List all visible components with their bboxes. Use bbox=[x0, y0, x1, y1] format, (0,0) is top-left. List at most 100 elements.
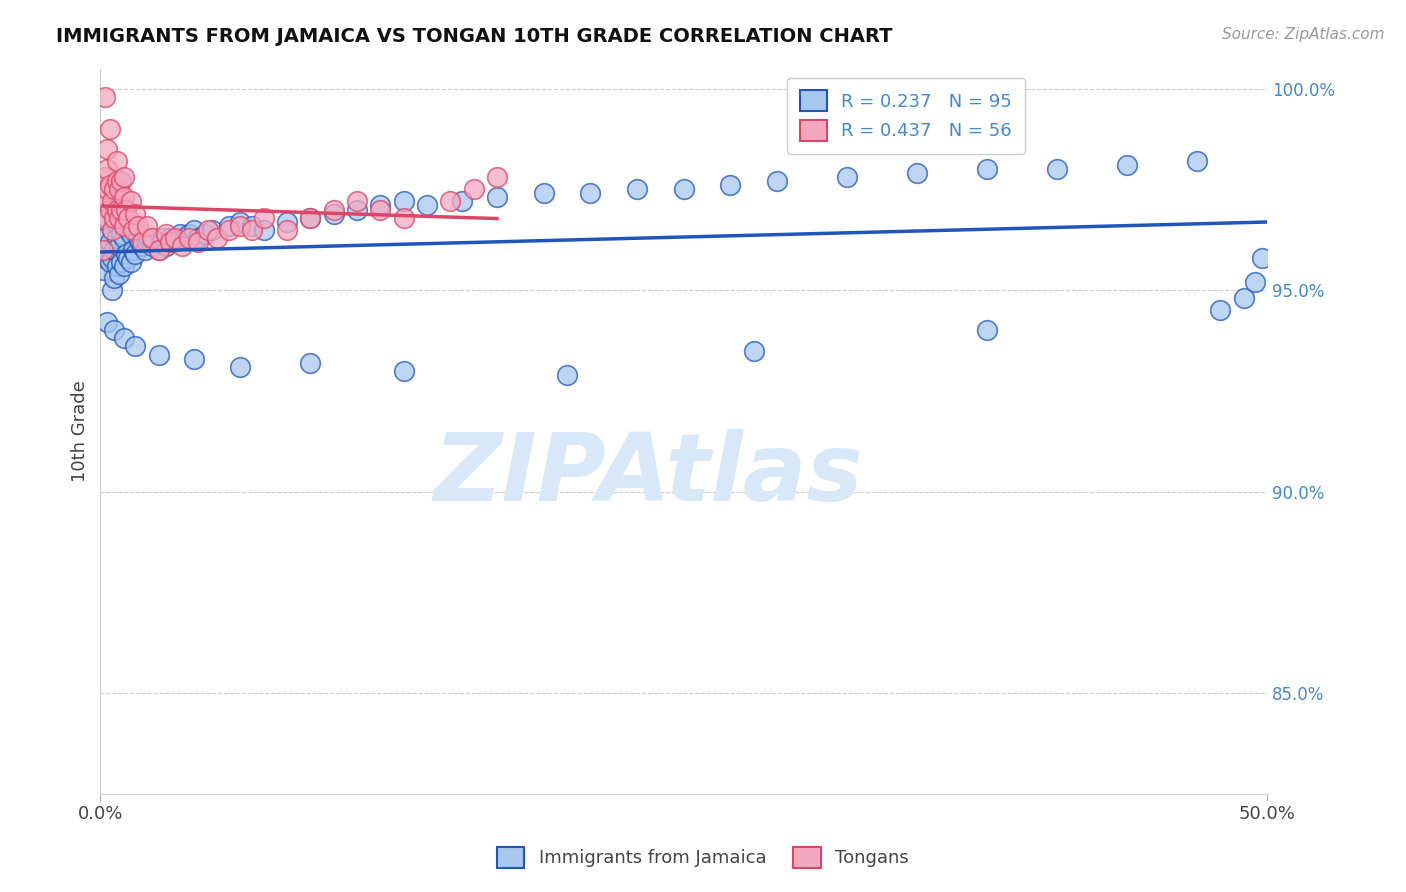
Point bbox=[197, 222, 219, 236]
Point bbox=[240, 222, 263, 236]
Point bbox=[148, 347, 170, 361]
Point bbox=[143, 235, 166, 249]
Point bbox=[136, 235, 159, 249]
Point bbox=[159, 235, 181, 249]
Point bbox=[105, 231, 128, 245]
Point bbox=[117, 211, 139, 225]
Point bbox=[127, 231, 149, 245]
Point bbox=[229, 214, 252, 228]
Text: IMMIGRANTS FROM JAMAICA VS TONGAN 10TH GRADE CORRELATION CHART: IMMIGRANTS FROM JAMAICA VS TONGAN 10TH G… bbox=[56, 27, 893, 45]
Point bbox=[905, 166, 928, 180]
Point bbox=[105, 202, 128, 217]
Point bbox=[96, 211, 118, 225]
Point bbox=[485, 170, 508, 185]
Point bbox=[94, 89, 117, 103]
Point bbox=[1185, 154, 1208, 169]
Point bbox=[392, 211, 415, 225]
Point bbox=[96, 243, 118, 257]
Point bbox=[124, 206, 146, 220]
Point bbox=[672, 182, 695, 196]
Point bbox=[148, 243, 170, 257]
Point bbox=[112, 170, 135, 185]
Point bbox=[120, 227, 142, 241]
Point bbox=[368, 202, 391, 217]
Point bbox=[112, 259, 135, 273]
Point bbox=[218, 222, 240, 236]
Point bbox=[177, 227, 200, 241]
Point bbox=[127, 219, 149, 233]
Point bbox=[103, 214, 125, 228]
Point bbox=[108, 182, 131, 196]
Point bbox=[229, 219, 252, 233]
Point bbox=[122, 243, 145, 257]
Point bbox=[105, 202, 128, 217]
Y-axis label: 10th Grade: 10th Grade bbox=[72, 380, 89, 482]
Point bbox=[138, 231, 160, 245]
Point bbox=[555, 368, 578, 382]
Point bbox=[103, 243, 125, 257]
Point bbox=[96, 315, 118, 329]
Point bbox=[94, 251, 117, 265]
Point bbox=[101, 222, 124, 236]
Point bbox=[163, 231, 186, 245]
Point bbox=[169, 227, 191, 241]
Point bbox=[108, 267, 131, 281]
Point bbox=[194, 227, 217, 241]
Point bbox=[141, 231, 163, 245]
Point bbox=[94, 170, 117, 185]
Point bbox=[112, 190, 135, 204]
Point bbox=[533, 186, 555, 201]
Point bbox=[117, 251, 139, 265]
Point bbox=[392, 194, 415, 209]
Point bbox=[451, 194, 474, 209]
Point bbox=[170, 239, 193, 253]
Point bbox=[131, 239, 153, 253]
Point bbox=[98, 202, 121, 217]
Point bbox=[439, 194, 461, 209]
Point bbox=[112, 331, 135, 345]
Point bbox=[173, 231, 195, 245]
Point bbox=[392, 364, 415, 378]
Point bbox=[148, 243, 170, 257]
Point bbox=[101, 194, 124, 209]
Point bbox=[579, 186, 602, 201]
Point bbox=[122, 222, 145, 236]
Point bbox=[98, 122, 121, 136]
Point bbox=[110, 174, 132, 188]
Point bbox=[1232, 291, 1254, 305]
Text: Source: ZipAtlas.com: Source: ZipAtlas.com bbox=[1222, 27, 1385, 42]
Point bbox=[94, 231, 117, 245]
Point bbox=[91, 263, 114, 277]
Point bbox=[718, 178, 741, 193]
Point bbox=[105, 174, 128, 188]
Point bbox=[187, 235, 209, 249]
Point bbox=[346, 194, 368, 209]
Point bbox=[105, 259, 128, 273]
Point bbox=[131, 235, 153, 249]
Point bbox=[91, 243, 114, 257]
Point bbox=[110, 227, 132, 241]
Point bbox=[98, 255, 121, 269]
Point bbox=[253, 222, 276, 236]
Point bbox=[124, 219, 146, 233]
Point bbox=[108, 211, 131, 225]
Point bbox=[155, 227, 177, 241]
Legend: Immigrants from Jamaica, Tongans: Immigrants from Jamaica, Tongans bbox=[486, 836, 920, 879]
Text: ZIPAtlas: ZIPAtlas bbox=[434, 429, 863, 521]
Point bbox=[112, 219, 135, 233]
Point bbox=[110, 202, 132, 217]
Point bbox=[110, 255, 132, 269]
Point bbox=[416, 198, 439, 212]
Point bbox=[94, 194, 117, 209]
Point bbox=[163, 235, 186, 249]
Point bbox=[626, 182, 648, 196]
Point bbox=[103, 182, 125, 196]
Point bbox=[103, 323, 125, 337]
Point bbox=[183, 351, 205, 366]
Point bbox=[108, 239, 131, 253]
Point bbox=[98, 235, 121, 249]
Point bbox=[101, 222, 124, 236]
Point bbox=[253, 211, 276, 225]
Point bbox=[141, 239, 163, 253]
Point bbox=[183, 222, 205, 236]
